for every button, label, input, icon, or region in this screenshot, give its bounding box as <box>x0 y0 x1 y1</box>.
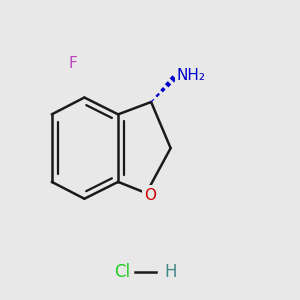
Text: F: F <box>68 56 77 71</box>
Text: NH₂: NH₂ <box>177 68 206 82</box>
Text: H: H <box>164 263 177 281</box>
Text: O: O <box>144 188 156 202</box>
Text: Cl: Cl <box>114 263 130 281</box>
